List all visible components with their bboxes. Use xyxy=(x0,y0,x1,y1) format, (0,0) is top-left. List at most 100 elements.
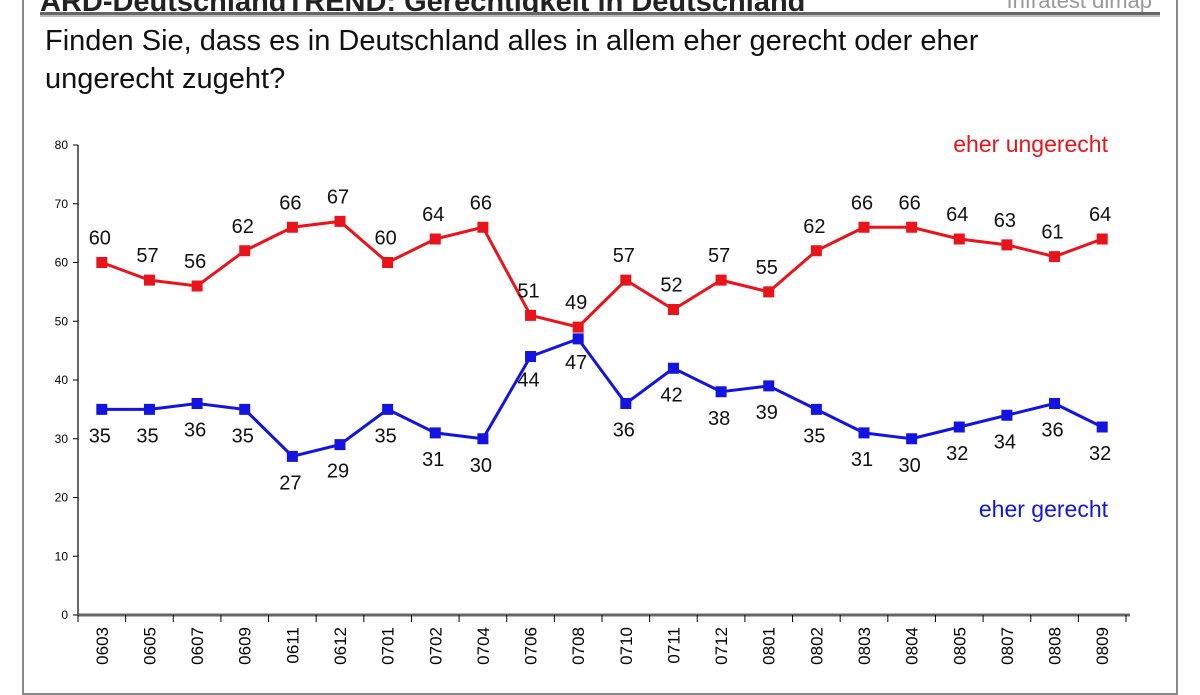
data-point xyxy=(620,398,632,409)
data-label: 35 xyxy=(375,425,397,447)
data-label: 39 xyxy=(756,402,778,424)
data-point xyxy=(334,215,346,227)
data-point xyxy=(334,439,346,451)
y-tick-label: 20 xyxy=(55,491,69,505)
y-tick-label: 70 xyxy=(55,197,69,211)
data-label: 30 xyxy=(470,455,492,477)
data-label: 64 xyxy=(1089,204,1111,226)
data-point xyxy=(286,221,298,233)
data-label: 32 xyxy=(946,443,968,465)
x-tick-label: 0612 xyxy=(331,627,350,665)
x-tick-label: 0708 xyxy=(569,627,588,665)
data-point xyxy=(667,362,679,374)
x-tick-label: 0704 xyxy=(474,627,493,665)
data-point xyxy=(1096,233,1108,245)
title-divider xyxy=(40,12,1160,17)
data-point xyxy=(477,221,489,233)
data-point xyxy=(429,233,441,245)
data-label: 60 xyxy=(375,228,397,250)
x-tick-label: 0706 xyxy=(522,627,541,665)
data-label: 66 xyxy=(851,192,873,214)
data-point xyxy=(382,257,394,268)
data-point xyxy=(810,245,822,257)
data-label: 34 xyxy=(994,431,1016,453)
data-point xyxy=(143,274,155,286)
data-label: 61 xyxy=(1041,222,1063,244)
data-label: 57 xyxy=(136,245,158,267)
data-label: 30 xyxy=(899,455,921,477)
data-label: 62 xyxy=(803,216,825,238)
series-line xyxy=(101,337,1103,459)
data-label: 29 xyxy=(327,461,349,483)
series-line xyxy=(101,219,1103,329)
data-point xyxy=(525,351,537,362)
x-tick-label: 0710 xyxy=(617,627,636,665)
data-label: 35 xyxy=(803,425,825,447)
data-label: 42 xyxy=(660,384,682,406)
data-label: 31 xyxy=(851,449,873,471)
data-label: 55 xyxy=(756,257,778,279)
data-point xyxy=(620,274,632,286)
data-label: 47 xyxy=(565,352,587,374)
x-tick-label: 0609 xyxy=(236,627,255,665)
data-label: 64 xyxy=(946,204,968,226)
data-point xyxy=(715,386,727,398)
data-point xyxy=(763,380,775,392)
data-label: 36 xyxy=(184,420,206,442)
data-point xyxy=(1001,409,1013,421)
data-point xyxy=(477,433,489,445)
y-tick-label: 50 xyxy=(55,314,69,328)
data-label: 36 xyxy=(613,420,635,442)
data-point xyxy=(667,304,679,315)
x-tick-label: 0805 xyxy=(950,627,969,665)
data-label: 67 xyxy=(327,186,349,208)
data-label: 35 xyxy=(136,425,158,447)
data-label: 49 xyxy=(565,292,587,314)
x-tick-label: 0701 xyxy=(379,627,398,665)
data-point xyxy=(763,286,775,298)
y-tick-label: 30 xyxy=(55,432,69,446)
line-chart: 0 10 20 30 40 50 60 70 80 0603 0605 0607 0609 0611 061… xyxy=(55,131,1130,665)
data-point xyxy=(239,403,251,415)
data-point xyxy=(858,427,870,439)
x-tick-label: 0809 xyxy=(1093,627,1112,665)
data-point xyxy=(143,403,155,415)
data-label: 62 xyxy=(232,216,254,238)
y-tick-label: 10 xyxy=(55,549,69,563)
data-point xyxy=(239,245,251,257)
data-point xyxy=(96,257,108,268)
data-label: 27 xyxy=(279,472,301,494)
data-point xyxy=(429,427,441,439)
x-tick-label: 0801 xyxy=(760,627,779,665)
data-label: 44 xyxy=(517,370,539,392)
data-label: 52 xyxy=(660,275,682,297)
data-label: 57 xyxy=(708,245,730,267)
data-label: 51 xyxy=(517,280,539,302)
data-label: 66 xyxy=(279,192,301,214)
data-point xyxy=(382,403,394,415)
data-label: 38 xyxy=(708,408,730,430)
data-point xyxy=(1049,398,1061,409)
brand-logo-text: Infratest dimap xyxy=(1006,0,1152,13)
legend-eher-gerecht: eher gerecht xyxy=(979,496,1109,522)
data-label: 35 xyxy=(89,425,111,447)
data-point xyxy=(572,333,584,345)
x-tick-label: 0804 xyxy=(903,627,922,665)
data-point xyxy=(96,403,108,415)
x-tick-label: 0607 xyxy=(188,627,207,665)
legend-eher-ungerecht: eher ungerecht xyxy=(953,131,1108,157)
data-point xyxy=(1001,239,1013,251)
x-tick-label: 0611 xyxy=(283,627,302,664)
data-point xyxy=(953,421,965,433)
survey-question: Finden Sie, dass es in Deutschland alles… xyxy=(45,25,979,95)
data-label: 64 xyxy=(422,204,444,226)
data-point xyxy=(906,433,918,445)
data-point xyxy=(191,280,203,292)
data-point xyxy=(1096,421,1108,433)
data-point xyxy=(191,398,203,409)
y-tick-label: 40 xyxy=(55,373,69,387)
data-label: 32 xyxy=(1089,443,1111,465)
data-label: 63 xyxy=(994,210,1016,232)
data-label: 36 xyxy=(1041,420,1063,442)
data-label: 60 xyxy=(89,228,111,250)
